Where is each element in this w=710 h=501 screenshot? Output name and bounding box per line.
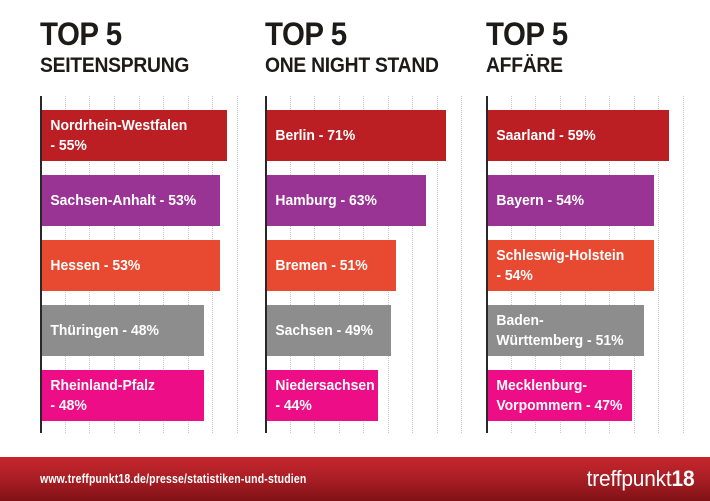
- bar-label: Mecklenburg- Vorpommern - 47%: [496, 377, 623, 414]
- chart-subtitle: SEITENSPRUNG: [40, 54, 190, 77]
- bar-hessen: Hessen - 53%: [42, 240, 221, 291]
- gridline: [683, 96, 684, 433]
- chart-title: TOP 5: [486, 16, 568, 52]
- bar-label: Rheinland-Pfalz - 48%: [50, 377, 156, 414]
- bar-label: Sachsen - 49%: [275, 321, 374, 339]
- bar-bayern: Bayern - 54%: [488, 175, 654, 226]
- bar-label: Bremen - 51%: [275, 256, 368, 274]
- bar-label: Thüringen - 48%: [50, 321, 159, 339]
- bar-schleswig-holstein: Schleswig-Holstein - 54%: [488, 240, 654, 291]
- bar-label: Bayern - 54%: [496, 191, 584, 209]
- gridline: [412, 96, 413, 433]
- gridline: [461, 96, 462, 433]
- bar-niedersachsen: Niedersachsen - 44%: [267, 370, 378, 421]
- bar-label: Nordrhein-Westfalen - 55%: [50, 117, 188, 154]
- chart-subtitle: ONE NIGHT STAND: [265, 54, 439, 77]
- bar-label: Baden- Württemberg - 51%: [496, 312, 624, 349]
- chart-column-seitensprung: TOP 5 SEITENSPRUNG Nordrhein-Westfalen -…: [40, 0, 238, 433]
- y-axis: [486, 96, 488, 433]
- footer-url-text: www.treffpunkt18.de/presse/statistiken-u…: [40, 472, 307, 486]
- y-axis: [40, 96, 42, 433]
- footer-bar: www.treffpunkt18.de/presse/statistiken-u…: [0, 457, 710, 501]
- gridline: [436, 96, 438, 433]
- bar-label: Schleswig-Holstein - 54%: [496, 247, 625, 284]
- bar-label: Niedersachsen - 44%: [275, 377, 375, 414]
- bar-sachsen-anhalt: Sachsen-Anhalt - 53%: [42, 175, 221, 226]
- gridline: [237, 96, 238, 433]
- bar-plot: Nordrhein-Westfalen - 55% Sachsen-Anhalt …: [40, 96, 238, 433]
- bar-label: Hessen - 53%: [50, 256, 141, 274]
- bar-label: Hamburg - 63%: [275, 191, 377, 209]
- bar-label: Sachsen-Anhalt - 53%: [50, 191, 197, 209]
- bar-baden-w-rttemberg: Baden- Württemberg - 51%: [488, 305, 645, 356]
- treffpunkt18-logo: treffpunkt18: [586, 466, 694, 492]
- bar-th-ringen: Thüringen - 48%: [42, 305, 204, 356]
- logo-regular-part: treffpunkt: [586, 466, 672, 491]
- bar-sachsen: Sachsen - 49%: [267, 305, 391, 356]
- bar-mecklenburg-vorpommern: Mecklenburg- Vorpommern - 47%: [488, 370, 633, 421]
- bar-saarland: Saarland - 59%: [488, 110, 670, 161]
- bar-nordrhein-westfalen: Nordrhein-Westfalen - 55%: [42, 110, 228, 161]
- chart-title: TOP 5: [265, 16, 347, 52]
- bar-rheinland-pfalz: Rheinland-Pfalz - 48%: [42, 370, 204, 421]
- chart-column-affaere: TOP 5 AFFÄRE Saarland - 59% Bayern - 54% S…: [486, 0, 684, 433]
- logo-bold-part: 18: [671, 466, 694, 491]
- bar-bremen: Bremen - 51%: [267, 240, 396, 291]
- bar-plot: Berlin - 71% Hamburg - 63% Bremen - 51% Sac…: [265, 96, 462, 433]
- bar-berlin: Berlin - 71%: [267, 110, 447, 161]
- bar-label: Saarland - 59%: [496, 126, 596, 144]
- bar-plot: Saarland - 59% Bayern - 54% Schleswig-Hols…: [486, 96, 684, 433]
- chart-title: TOP 5: [40, 16, 122, 52]
- bar-label: Berlin - 71%: [275, 126, 356, 144]
- chart-subtitle: AFFÄRE: [486, 54, 563, 77]
- bar-hamburg: Hamburg - 63%: [267, 175, 426, 226]
- y-axis: [265, 96, 267, 433]
- chart-column-one-night-stand: TOP 5 ONE NIGHT STAND Berlin - 71% Hambur…: [265, 0, 462, 433]
- gridline: [658, 96, 660, 433]
